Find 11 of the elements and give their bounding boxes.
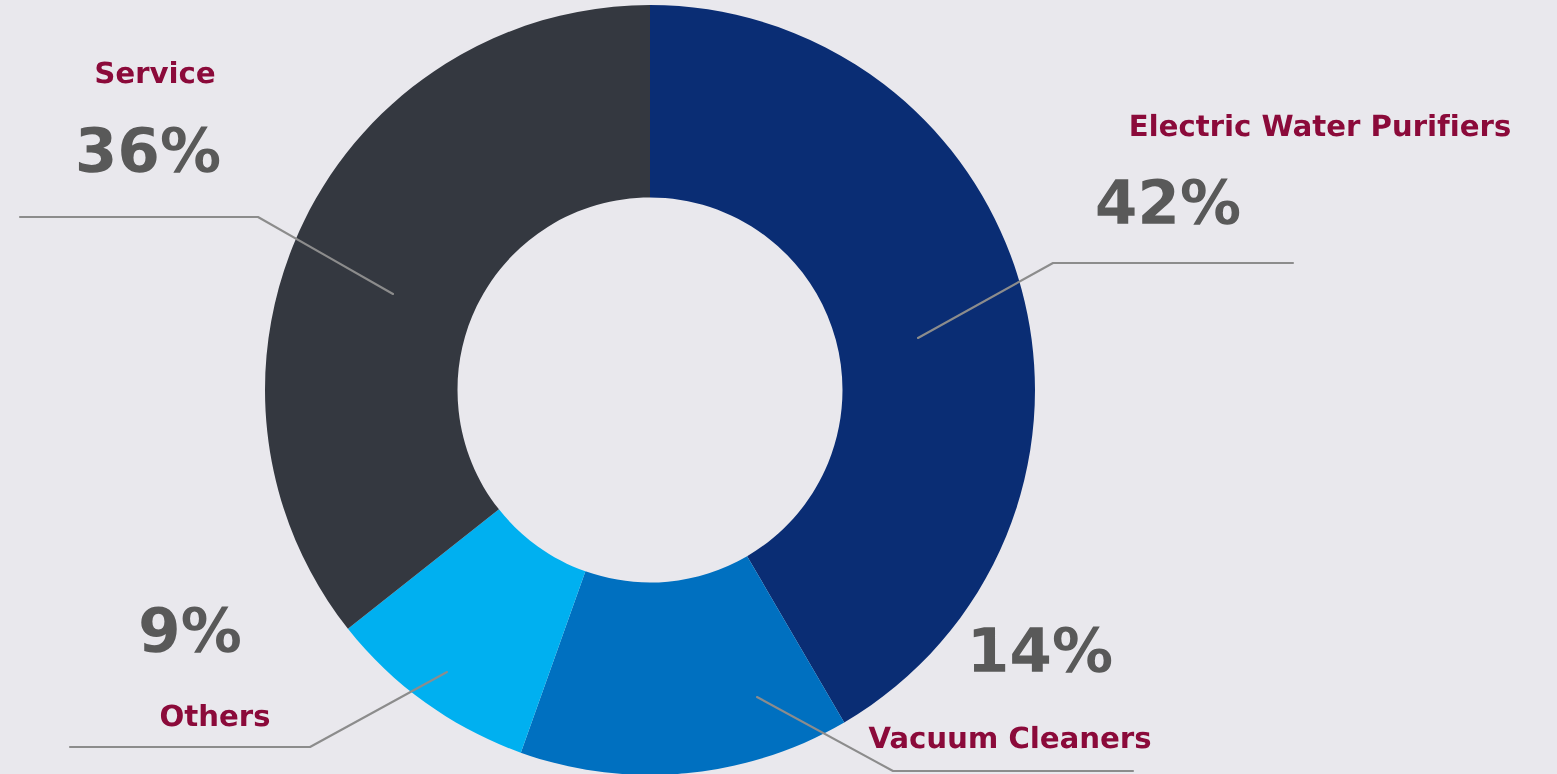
data-label: 42% [1097, 178, 1240, 225]
slice-label: Service [96, 60, 215, 84]
donut-slice [265, 5, 650, 629]
donut-slice [347, 509, 586, 753]
data-label: 36% [78, 126, 220, 173]
slice-label: Vacuum Cleaners [868, 725, 1151, 749]
data-label: 14% [973, 626, 1112, 673]
donut-slice [520, 556, 845, 774]
data-label: 9% [141, 606, 240, 653]
slice-label: Electric Water Purifiers [1131, 113, 1510, 137]
slice-label: Others [160, 703, 270, 727]
